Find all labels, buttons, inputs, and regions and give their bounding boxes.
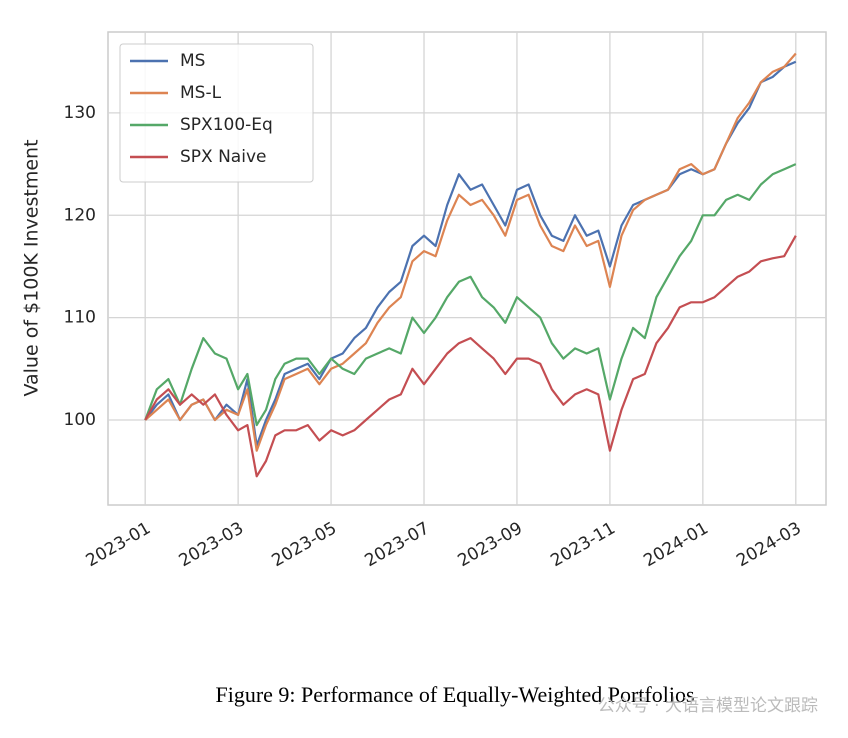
x-tick-label: 2023-09 (454, 518, 526, 571)
legend-box (119, 43, 314, 183)
legend: MS MS-L SPX100-Eq SPX Naive (119, 43, 314, 183)
series-line (144, 163, 797, 427)
legend-label: MS (180, 51, 205, 71)
y-tick-label: 100 (64, 410, 96, 430)
x-tick-label: 2023-05 (269, 518, 341, 571)
grid (108, 32, 826, 505)
series-line (144, 235, 797, 478)
series-line (144, 60, 797, 447)
watermark: 公众号 · 大语言模型论文跟踪 (598, 696, 818, 716)
y-axis-label: Value of $100K Investment (21, 139, 43, 396)
x-tick-label: 2023-07 (361, 518, 433, 571)
x-tick-label: 2023-03 (176, 518, 248, 571)
series-line (144, 52, 797, 452)
y-tick-label: 120 (64, 205, 96, 225)
legend-label: MS-L (180, 83, 222, 103)
caption: Figure 9: Performance of Equally-Weighte… (215, 682, 694, 707)
legend-label: SPX100-Eq (180, 115, 273, 135)
x-tick-label: 2023-11 (547, 518, 619, 571)
x-tick-label: 2024-01 (640, 518, 712, 571)
y-tick-label: 110 (64, 308, 96, 328)
legend-label: SPX Naive (180, 147, 266, 167)
x-tick-label: 2023-01 (83, 518, 155, 571)
y-tick-label: 130 (64, 103, 96, 123)
x-tick-label: 2024-03 (733, 518, 805, 571)
